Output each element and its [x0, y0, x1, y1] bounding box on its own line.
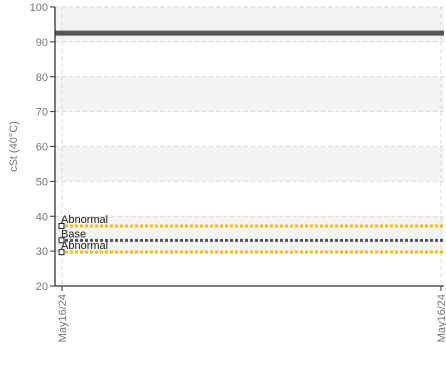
plot-band	[55, 216, 444, 252]
y-tick-label: 70	[36, 107, 48, 119]
y-tick-labels: 20 30 40 50 60 70 80 90 100	[30, 2, 55, 293]
reference-marker	[58, 237, 65, 244]
plot-band	[55, 146, 444, 182]
reference-label: Base	[61, 228, 86, 240]
plot-bands	[55, 7, 444, 252]
x-tick-labels: May16/24 May16/24	[57, 286, 446, 342]
y-tick-label: 50	[36, 176, 48, 188]
y-axis-title: cSt (40°C)	[8, 121, 20, 172]
x-tick-label: May16/24	[57, 294, 69, 342]
y-tick-label: 90	[36, 37, 48, 49]
y-tick-label: 30	[36, 246, 48, 258]
plot-band	[55, 7, 444, 42]
plot-band	[55, 76, 444, 112]
reference-marker	[58, 249, 65, 256]
reference-marker	[58, 223, 65, 230]
reference-label: Abnormal	[61, 240, 108, 252]
y-tick-label: 20	[36, 281, 48, 293]
y-tick-label: 80	[36, 72, 48, 84]
reference-label: Abnormal	[61, 214, 108, 226]
x-tick-label: May16/24	[436, 294, 446, 342]
y-tick-label: 40	[36, 211, 48, 223]
y-tick-label: 60	[36, 142, 48, 154]
y-tick-label: 100	[30, 2, 48, 14]
